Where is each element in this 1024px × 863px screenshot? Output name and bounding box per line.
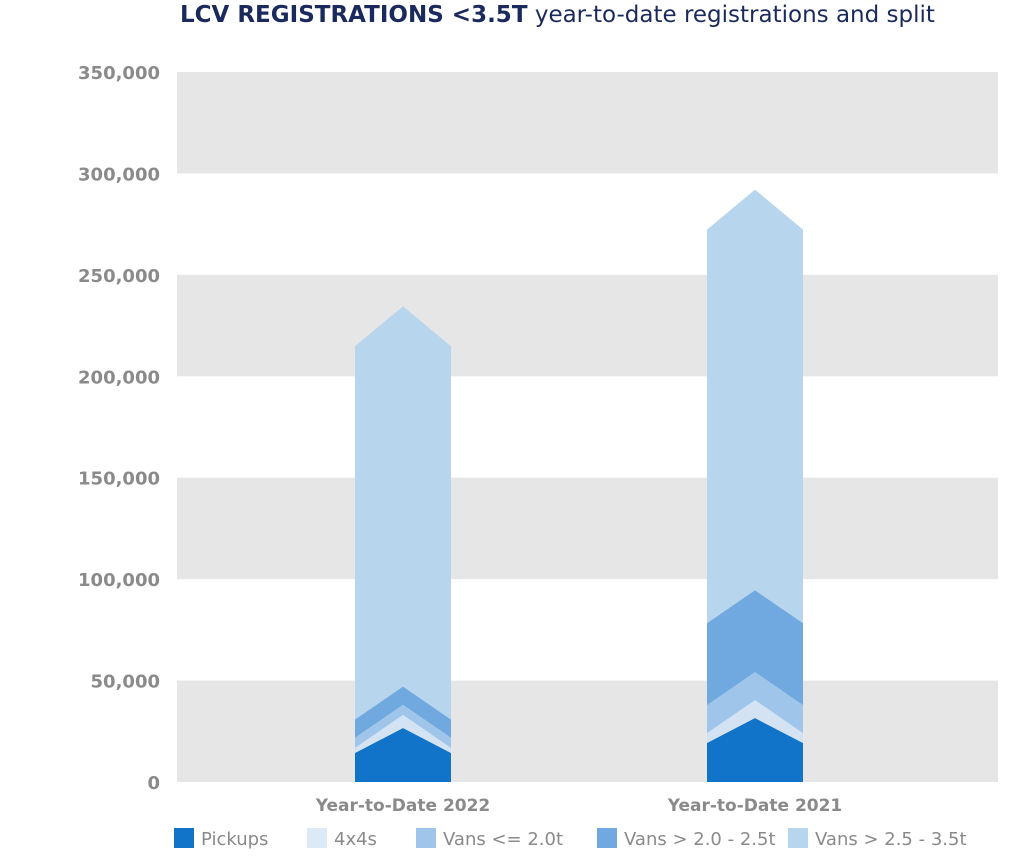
title-main: LCV REGISTRATIONS <3.5T [180,2,528,28]
legend-swatch [307,828,327,848]
bar-segment-4x4s [707,700,803,744]
y-tick-label: 350,000 [78,63,160,84]
legend-swatch [597,828,617,848]
chart-title: LCV REGISTRATIONS <3.5T year-to-date reg… [180,2,935,28]
grid-band [177,477,998,580]
legend-label: Vans > 2.5 - 3.5t [815,829,967,850]
legend-label: Pickups [201,829,268,850]
legend-swatch [788,828,808,848]
legend-label: 4x4s [334,829,377,850]
x-category-label: Year-to-Date 2022 [315,796,491,816]
grid-band [177,72,998,174]
legend-label: Vans > 2.0 - 2.5t [624,829,776,850]
bar-segment-vans-2-5-3-5t [707,189,803,624]
x-category-label: Year-to-Date 2021 [667,796,843,816]
y-tick-label: 300,000 [78,164,160,185]
bar-segment-4x4s [355,714,451,753]
bar-segment-vans-2-0-2-5t [355,686,451,738]
bar-segment-vans-2-0t [707,672,803,734]
y-tick-label: 0 [147,773,160,794]
grid-band [177,680,998,782]
bar-segment-pickups [355,727,451,782]
title-subtitle: year-to-date registrations and split [534,2,935,28]
legend-label: Vans <= 2.0t [443,829,563,850]
bar-segment-vans-2-0t [355,704,451,748]
y-tick-label: 100,000 [78,570,160,591]
y-tick-label: 250,000 [78,266,160,287]
y-tick-label: 50,000 [91,672,160,693]
legend-swatch [174,828,194,848]
y-tick-label: 200,000 [78,367,160,388]
bar-segment-vans-2-5-3-5t [355,306,451,720]
bar-segment-pickups [707,718,803,782]
grid-band [177,274,998,377]
bar-segment-vans-2-0-2-5t [707,590,803,706]
y-tick-label: 150,000 [78,469,160,490]
legend-swatch [416,828,436,848]
